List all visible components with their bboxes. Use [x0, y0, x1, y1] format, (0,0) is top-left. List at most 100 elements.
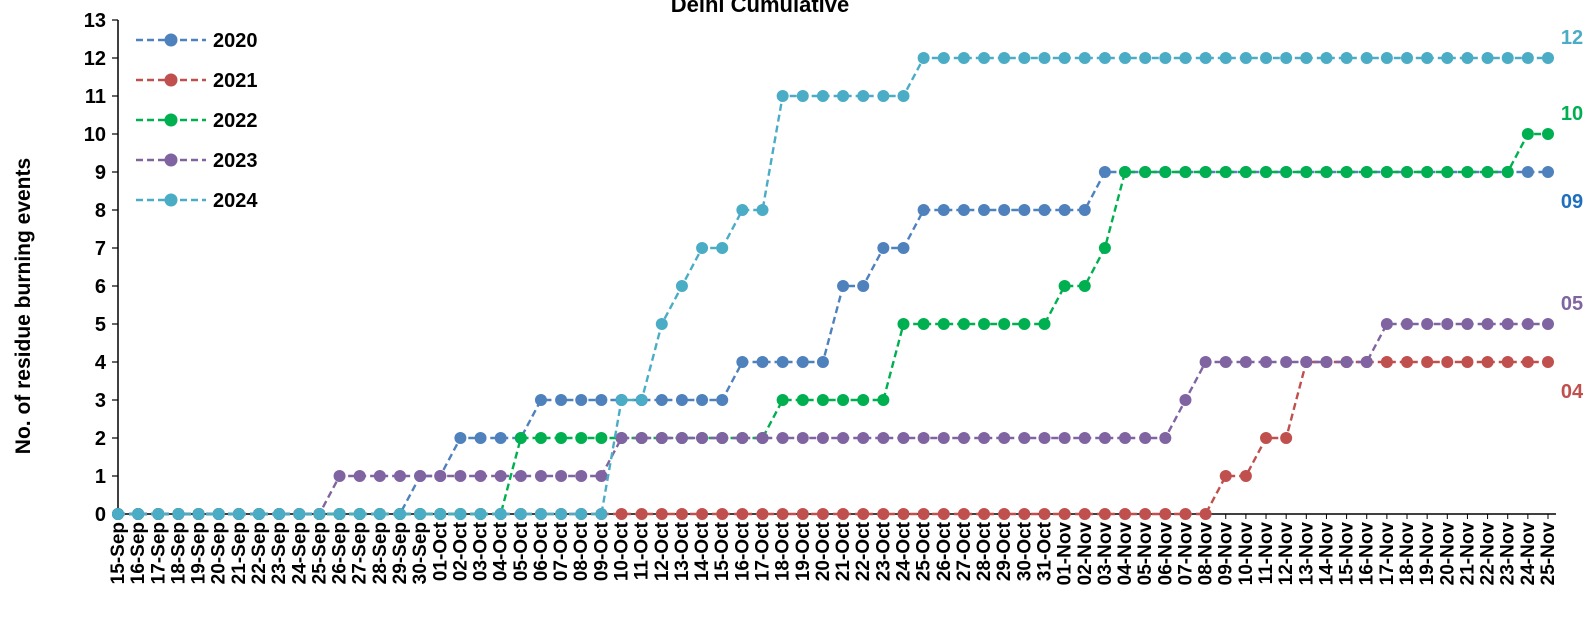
y-tick-label: 6 — [95, 276, 106, 298]
data-point — [756, 508, 769, 520]
data-point — [534, 470, 547, 482]
data-point — [1542, 128, 1554, 140]
data-point — [494, 432, 507, 444]
legend-item-2023: 2023 — [136, 150, 258, 172]
data-point — [1078, 508, 1091, 520]
data-point — [293, 508, 306, 520]
y-tick-label: 7 — [95, 238, 106, 260]
data-point — [957, 52, 970, 64]
x-tick-label: 09-Oct — [591, 521, 612, 581]
data-point — [1139, 432, 1152, 444]
data-point — [957, 508, 970, 520]
legend-label: 2023 — [213, 150, 258, 172]
x-tick-label: 02-Nov — [1075, 522, 1096, 586]
axes — [117, 20, 1556, 515]
data-point — [1098, 52, 1111, 64]
data-point — [1340, 166, 1353, 178]
x-tick-label: 22-Sep — [249, 522, 270, 584]
data-point — [1199, 166, 1212, 178]
data-point — [675, 280, 688, 292]
chart-title: Delhi Cumulative — [671, 0, 849, 17]
data-point — [1038, 432, 1051, 444]
x-tick-label: 22-Nov — [1478, 522, 1499, 586]
data-point — [736, 508, 749, 520]
data-point — [837, 90, 850, 102]
x-tick-label: 14-Oct — [692, 521, 713, 581]
data-point — [1421, 356, 1434, 368]
data-point — [816, 356, 829, 368]
x-tick-label: 16-Nov — [1357, 522, 1378, 586]
data-point — [615, 432, 628, 444]
legend-marker — [164, 193, 178, 207]
data-point — [1179, 52, 1192, 64]
x-tick-label: 29-Sep — [390, 522, 411, 584]
data-point — [1199, 52, 1212, 64]
data-point — [1461, 166, 1474, 178]
data-point — [1159, 166, 1172, 178]
data-point — [595, 394, 608, 406]
data-point — [978, 508, 991, 520]
data-point — [232, 508, 245, 520]
data-point — [1058, 508, 1071, 520]
data-point — [1098, 242, 1111, 254]
x-tick-label: 12-Nov — [1276, 522, 1297, 586]
data-point — [1521, 318, 1534, 330]
data-point — [675, 508, 688, 520]
data-point — [474, 508, 487, 520]
x-tick-label: 20-Oct — [813, 521, 834, 581]
data-point — [1179, 166, 1192, 178]
x-tick-label: 07-Nov — [1175, 522, 1196, 586]
data-point — [796, 394, 809, 406]
data-point — [1481, 318, 1494, 330]
data-point — [1260, 356, 1273, 368]
data-point — [1058, 280, 1071, 292]
data-point — [373, 508, 386, 520]
data-point — [353, 470, 366, 482]
data-point — [555, 394, 568, 406]
data-point — [978, 204, 991, 216]
data-point — [1058, 432, 1071, 444]
data-point — [434, 508, 447, 520]
x-tick-label: 13-Nov — [1296, 522, 1317, 586]
data-point — [837, 432, 850, 444]
legend-label: 2020 — [213, 30, 258, 52]
data-point — [1018, 508, 1031, 520]
x-tick-label: 18-Nov — [1397, 522, 1418, 586]
data-point — [716, 432, 729, 444]
x-tick-label: 05-Oct — [511, 521, 532, 581]
data-point — [1360, 166, 1373, 178]
data-point — [635, 508, 648, 520]
data-point — [1360, 52, 1373, 64]
data-point — [313, 508, 326, 520]
data-point — [575, 432, 588, 444]
data-point — [796, 432, 809, 444]
data-point — [696, 508, 709, 520]
data-point — [1481, 356, 1494, 368]
data-point — [655, 508, 668, 520]
data-point — [615, 394, 628, 406]
x-tick-label: 17-Nov — [1377, 522, 1398, 586]
data-point — [756, 204, 769, 216]
data-point — [1320, 356, 1333, 368]
y-axis-label: No. of residue burning events — [12, 158, 35, 454]
data-point — [514, 508, 527, 520]
data-point — [675, 432, 688, 444]
data-point — [1260, 166, 1273, 178]
data-point — [1078, 280, 1091, 292]
x-tick-label: 13-Oct — [672, 521, 693, 581]
data-point — [1542, 356, 1554, 368]
data-point — [555, 508, 568, 520]
y-tick-label: 0 — [95, 504, 106, 526]
data-point — [1501, 356, 1514, 368]
data-point — [494, 508, 507, 520]
legend-item-2024: 2024 — [136, 190, 258, 212]
data-point — [776, 394, 789, 406]
x-tick-label: 16-Sep — [128, 522, 149, 584]
legend-item-2022: 2022 — [136, 110, 258, 132]
data-point — [1018, 318, 1031, 330]
data-point — [716, 394, 729, 406]
data-point — [655, 318, 668, 330]
data-point — [937, 204, 950, 216]
data-point — [957, 432, 970, 444]
